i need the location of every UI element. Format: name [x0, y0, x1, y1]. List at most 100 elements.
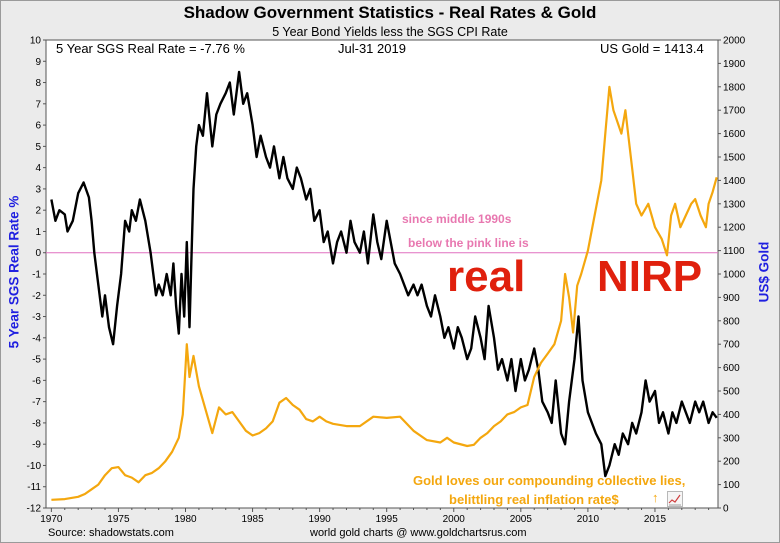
y-left-tick: -4	[32, 333, 46, 344]
y-right-tick-label: 1900	[723, 59, 746, 70]
y-right-tick-label: 1500	[723, 153, 746, 164]
y-left-tick: 8	[35, 78, 46, 89]
annotation-gold-line2: belittling real inflation rate$	[449, 492, 619, 507]
x-tick: 2015	[644, 514, 667, 525]
y-right-tick: 2000	[718, 36, 746, 47]
y-right-tick: 1300	[718, 199, 746, 210]
x-tick: 2005	[510, 514, 533, 525]
y-left-tick: -5	[32, 355, 46, 366]
y-right-tick-label: 1400	[723, 176, 746, 187]
x-tick: 1990	[309, 514, 332, 525]
y-right-tick-label: 0	[723, 504, 729, 515]
y-left-tick-label: -8	[32, 418, 41, 429]
y-left-tick: -11	[27, 482, 46, 493]
y-right-tick-label: 200	[723, 457, 740, 468]
x-tick: 1995	[376, 514, 399, 525]
y-left-tick-label: -3	[32, 312, 41, 323]
y-left-tick: -8	[32, 418, 46, 429]
y-right-tick: 1700	[718, 106, 746, 117]
annotation-since: since middle 1990s	[402, 212, 512, 226]
real-rate-readout: 5 Year SGS Real Rate = -7.76 %	[56, 41, 245, 56]
y-left-tick-label: -12	[27, 504, 42, 515]
y-right-tick-label: 1700	[723, 106, 746, 117]
y-right-tick: 1000	[718, 270, 746, 281]
y-left-tick: -6	[32, 376, 46, 387]
y-axis-right-label: US$ Gold	[756, 241, 772, 303]
gold-price-line	[51, 85, 718, 501]
chart-subtitle: 5 Year Bond Yields less the SGS CPI Rate	[272, 25, 508, 39]
y-left-tick: -7	[32, 397, 46, 408]
y-right-tick: 700	[718, 340, 740, 351]
y-right-tick-label: 600	[723, 363, 740, 374]
y-left-tick-label: -4	[32, 333, 41, 344]
y-left-tick-label: 9	[35, 57, 41, 68]
x-tick-label: 1980	[174, 514, 197, 525]
x-tick: 1970	[40, 514, 63, 525]
y-left-tick-label: -11	[27, 482, 41, 493]
y-right-tick: 200	[718, 457, 740, 468]
y-right-tick-label: 2000	[723, 36, 746, 47]
y-left-tick: 2	[35, 206, 46, 217]
annotation-gold-line1: Gold loves our compounding collective li…	[413, 473, 686, 488]
x-tick-label: 1975	[107, 514, 130, 525]
up-arrow-icon: ↑	[652, 490, 659, 505]
y-left-tick-label: 8	[35, 78, 41, 89]
y-left-tick-label: -9	[32, 440, 41, 451]
x-tick-label: 1985	[241, 514, 264, 525]
x-tick-label: 1990	[309, 514, 332, 525]
y-right-tick: 1100	[718, 246, 745, 257]
y-right-tick-label: 900	[723, 293, 740, 304]
y-right-tick-label: 400	[723, 410, 740, 421]
y-right-tick-label: 1600	[723, 129, 746, 140]
y-right-tick: 400	[718, 410, 740, 421]
y-right-tick: 300	[718, 433, 740, 444]
y-left-tick-label: -1	[32, 270, 41, 281]
y-left-tick-label: 10	[30, 36, 42, 47]
date-readout: Jul-31 2019	[338, 41, 406, 56]
y-left-tick: 3	[35, 184, 46, 195]
credit-label: world gold charts @ www.goldchartsrus.co…	[310, 527, 527, 539]
y-axis-left-label: 5 Year SGS Real Rate %	[6, 195, 22, 349]
y-right-tick: 0	[718, 504, 729, 515]
y-right-tick: 800	[718, 316, 740, 327]
y-left-tick: -1	[32, 270, 46, 281]
y-left-tick-label: -6	[32, 376, 41, 387]
y-right-tick-label: 300	[723, 433, 740, 444]
y-left-tick: -12	[27, 504, 46, 515]
x-tick-label: 1995	[376, 514, 399, 525]
y-left-tick-label: 3	[35, 184, 41, 195]
x-tick-label: 1970	[40, 514, 63, 525]
annotation-nirp: NIRP	[597, 252, 703, 301]
y-left-tick: 7	[35, 99, 46, 110]
y-right-tick: 1400	[718, 176, 746, 187]
x-tick: 2000	[443, 514, 466, 525]
annotation-below: below the pink line is	[408, 236, 529, 250]
y-left-tick: 6	[35, 121, 46, 132]
chart-icon	[667, 491, 683, 507]
y-left-tick-label: 6	[35, 121, 41, 132]
y-right-tick: 100	[718, 480, 740, 491]
y-right-tick-label: 1300	[723, 199, 746, 210]
x-tick-label: 2005	[510, 514, 533, 525]
y-right-tick: 1900	[718, 59, 746, 70]
y-left-tick: 1	[35, 227, 46, 238]
y-left-tick-label: 4	[35, 163, 41, 174]
y-right-tick: 1800	[718, 82, 746, 93]
source-label: Source: shadowstats.com	[48, 527, 174, 539]
gold-price-readout: US Gold = 1413.4	[600, 41, 704, 56]
y-right-tick-label: 700	[723, 340, 740, 351]
y-right-tick: 1600	[718, 129, 746, 140]
y-left-tick: 4	[35, 163, 46, 174]
y-right-tick: 500	[718, 387, 740, 398]
y-left-tick: 9	[35, 57, 46, 68]
y-left-tick: -9	[32, 440, 46, 451]
y-left-tick-label: 5	[35, 142, 41, 153]
y-left-tick-label: -2	[32, 291, 41, 302]
y-left-tick: -3	[32, 312, 46, 323]
y-left-tick: 10	[30, 36, 46, 47]
y-left-tick-label: 2	[35, 206, 41, 217]
y-right-tick: 600	[718, 363, 740, 374]
x-tick: 1975	[107, 514, 130, 525]
y-left-tick-label: -7	[32, 397, 41, 408]
